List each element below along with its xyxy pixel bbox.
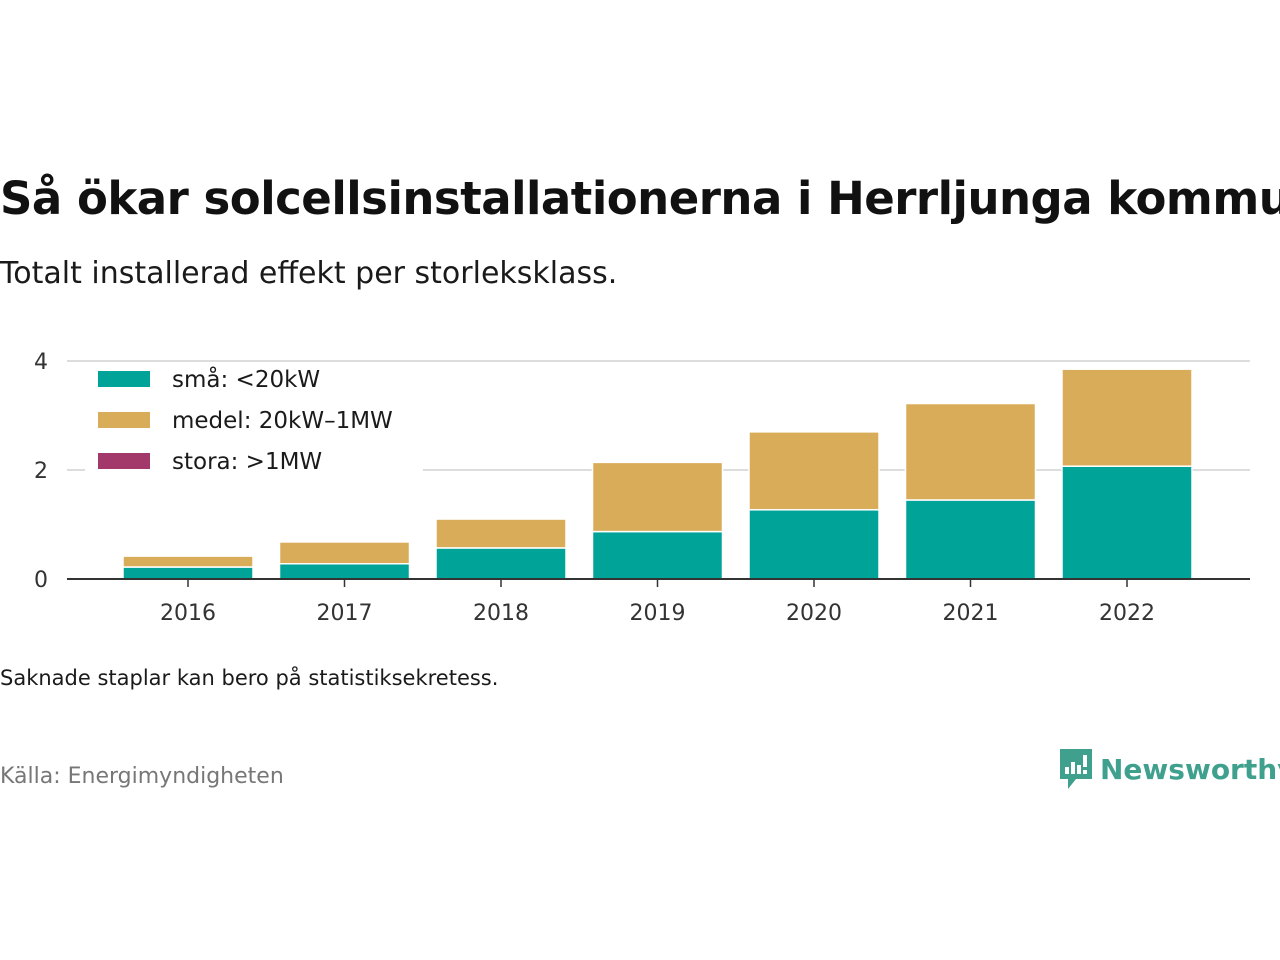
bar-2020-series-1[interactable] <box>748 431 880 511</box>
source-credit: Källa: Energimyndigheten <box>0 764 284 789</box>
x-tick-label: 2020 <box>786 601 842 626</box>
bar-2017-series-1[interactable] <box>278 541 411 565</box>
legend-swatch <box>98 371 150 387</box>
bar-2022-series-1[interactable] <box>1061 368 1193 467</box>
bar-2020-series-0[interactable] <box>748 509 880 580</box>
bar-2018-series-1[interactable] <box>435 518 567 549</box>
x-tick-label: 2018 <box>473 601 529 626</box>
chart-subtitle: Totalt installerad effekt per storlekskl… <box>0 256 618 291</box>
x-tick-label: 2016 <box>160 601 216 626</box>
legend: små: <20kW medel: 20kW–1MW stora: >1MW <box>85 362 423 475</box>
y-axis-ticks: 0 2 4 <box>34 350 48 593</box>
bar-2016-series-0[interactable] <box>122 566 254 580</box>
bar-2018-series-0[interactable] <box>435 547 567 580</box>
x-tick-label: 2019 <box>630 601 686 626</box>
newsworthy-logo[interactable]: Newsworthy <box>1058 747 1280 791</box>
bar-2021-series-1[interactable] <box>904 402 1037 501</box>
bars <box>122 368 1193 580</box>
bar-2017-series-0[interactable] <box>278 562 411 580</box>
bar-2021-series-0[interactable] <box>904 499 1037 580</box>
bar-2016-series-1[interactable] <box>122 555 254 568</box>
legend-swatch <box>98 412 150 428</box>
bar-2022-series-0[interactable] <box>1061 465 1193 580</box>
y-tick-label: 0 <box>34 568 48 593</box>
chart-title: Så ökar solcellsinstallationerna i Herrl… <box>0 172 1280 225</box>
y-tick-label: 2 <box>34 459 48 484</box>
x-tick-label: 2017 <box>317 601 373 626</box>
newsworthy-logo-icon <box>1060 749 1092 789</box>
x-axis: 2016 2017 2018 2019 2020 2021 2022 <box>67 578 1250 626</box>
y-tick-label: 4 <box>34 350 48 375</box>
x-tick-label: 2022 <box>1099 601 1155 626</box>
bar-2019-series-1[interactable] <box>591 461 724 533</box>
bar-2019-series-0[interactable] <box>591 530 724 580</box>
legend-label: stora: >1MW <box>172 449 322 475</box>
legend-swatch <box>98 453 150 469</box>
footnote: Saknade staplar kan bero på statistiksek… <box>0 666 499 690</box>
x-tick-label: 2021 <box>943 601 999 626</box>
legend-label: medel: 20kW–1MW <box>172 408 393 434</box>
legend-label: små: <20kW <box>172 365 320 393</box>
logo-text: Newsworthy <box>1100 752 1280 786</box>
stacked-bar-chart: 0 2 4 2016 2017 2018 2019 2020 2021 2022 små: <2… <box>34 350 1250 626</box>
